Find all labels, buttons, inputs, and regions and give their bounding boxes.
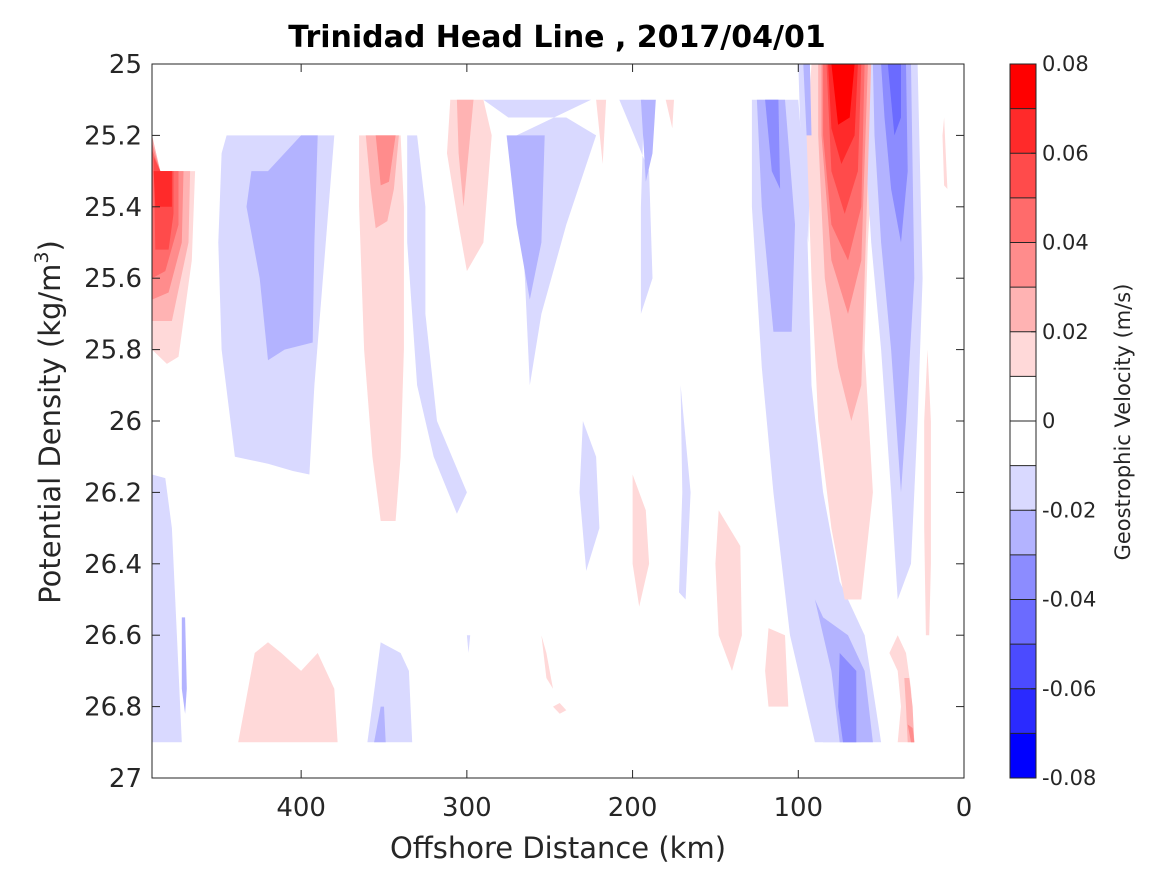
contour-region-33	[831, 64, 855, 125]
contour-region-8	[152, 474, 182, 743]
contour-layer	[152, 64, 948, 743]
colorbar-tick-label-5: -0.02	[1042, 498, 1096, 522]
colorbar-tick-label-4: 0	[1042, 409, 1055, 433]
colorbar-tick-label-0: 0.08	[1042, 52, 1089, 76]
y-axis-label-suffix: )	[33, 240, 67, 251]
contour-region-51	[541, 635, 553, 689]
x-axis-label: Offshore Distance (km)	[390, 831, 726, 865]
x-tick-label-1: 300	[442, 793, 492, 823]
colorbar-ticks: 0.08 0.06 0.04 0.02 0 -0.02 -0.04 -0.06 -0.08	[1031, 52, 1096, 790]
colorbar-bin-11	[1010, 554, 1036, 600]
contour-region-49	[907, 724, 915, 743]
contour-region-56	[374, 706, 386, 743]
colorbar-bin-8	[1010, 421, 1036, 466]
contour-region-52	[553, 703, 567, 714]
contour-region-46	[838, 653, 857, 743]
y-axis-label-main: Potential Density (kg/m	[33, 264, 67, 604]
contour-region-21	[665, 99, 674, 129]
colorbar-tick-label-7: -0.06	[1042, 677, 1096, 701]
colorbar-bin-4	[1010, 242, 1036, 288]
y-axis: 25 25.2 25.4 25.6 25.8 26 26.2 26.4 26.6 26.8 27	[84, 50, 964, 794]
contour-region-37	[887, 64, 901, 136]
contour-region-20	[596, 99, 607, 164]
x-tick-label-2: 200	[608, 793, 658, 823]
y-tick-label-5: 26	[109, 407, 142, 437]
colorbar-bin-15	[1010, 733, 1036, 778]
contour-region-54	[238, 642, 338, 743]
contour-region-50	[765, 628, 789, 707]
contour-region-5	[153, 171, 172, 207]
colorbar-bin-13	[1010, 644, 1036, 689]
y-tick-label-3: 25.6	[84, 264, 142, 294]
contour-region-43	[715, 510, 742, 671]
colorbar-tick-label-2: 0.04	[1042, 231, 1089, 255]
x-axis: 400 300 200 100 0	[276, 64, 972, 823]
colorbar-bin-2	[1010, 153, 1036, 198]
contour-region-36	[881, 64, 908, 243]
colorbar-bin-12	[1010, 599, 1036, 645]
colorbar-bin-1	[1010, 108, 1036, 154]
contour-region-23	[756, 99, 795, 332]
colorbar-tick-label-6: -0.04	[1042, 588, 1096, 612]
contour-region-38	[924, 349, 931, 636]
contour-region-41	[632, 474, 650, 607]
contour-region-53	[466, 635, 471, 653]
y-tick-label-10: 27	[109, 764, 142, 794]
contour-region-48	[904, 678, 915, 743]
contour-region-13	[407, 135, 467, 514]
y-tick-label-8: 26.6	[84, 621, 142, 651]
colorbar	[1009, 63, 1037, 779]
colorbar-label: Geostrophic Velocity (m/s)	[1111, 284, 1135, 561]
y-tick-label-4: 25.8	[84, 336, 142, 366]
contour-region-10	[359, 135, 404, 521]
y-tick-label-2: 25.4	[84, 193, 142, 223]
colorbar-tick-label-8: -0.08	[1042, 766, 1096, 790]
contour-region-26	[803, 64, 812, 136]
contour-region-15	[456, 99, 474, 207]
contour-region-7	[246, 135, 318, 361]
colorbar-tick-label-1: 0.06	[1042, 141, 1089, 165]
contour-region-40	[579, 421, 600, 571]
y-tick-label-9: 26.8	[84, 693, 142, 723]
contour-region-19	[640, 99, 656, 182]
x-tick-label-4: 0	[956, 793, 973, 823]
colorbar-bin-7	[1010, 376, 1036, 421]
contour-region-42	[679, 385, 691, 600]
x-tick-label-3: 100	[773, 793, 823, 823]
x-tick-label-0: 400	[276, 793, 326, 823]
contour-region-39	[942, 117, 948, 189]
y-tick-label-0: 25	[109, 50, 142, 80]
colorbar-bin-5	[1010, 287, 1036, 332]
contour-region-9	[181, 617, 187, 714]
y-tick-label-1: 25.2	[84, 121, 142, 151]
y-axis-label: Potential Density (kg/m3)	[31, 240, 67, 604]
colorbar-bin-6	[1010, 331, 1036, 377]
y-tick-label-6: 26.2	[84, 478, 142, 508]
colorbar-bin-10	[1010, 510, 1036, 555]
y-axis-label-superscript: 3	[31, 251, 53, 263]
y-tick-label-7: 26.4	[84, 550, 142, 580]
chart-title: Trinidad Head Line , 2017/04/01	[288, 20, 825, 55]
colorbar-bin-14	[1010, 688, 1036, 734]
contour-region-55	[367, 642, 413, 743]
contour-region-12	[375, 135, 396, 186]
colorbar-bin-3	[1010, 197, 1036, 243]
contour-region-24	[765, 99, 781, 189]
colorbar-tick-label-3: 0.02	[1042, 320, 1089, 344]
contour-region-17	[506, 135, 545, 300]
contour-region-18	[619, 99, 653, 314]
colorbar-bin-9	[1010, 465, 1036, 511]
contour-region-14	[447, 99, 492, 272]
colorbar-bin-0	[1010, 64, 1036, 109]
